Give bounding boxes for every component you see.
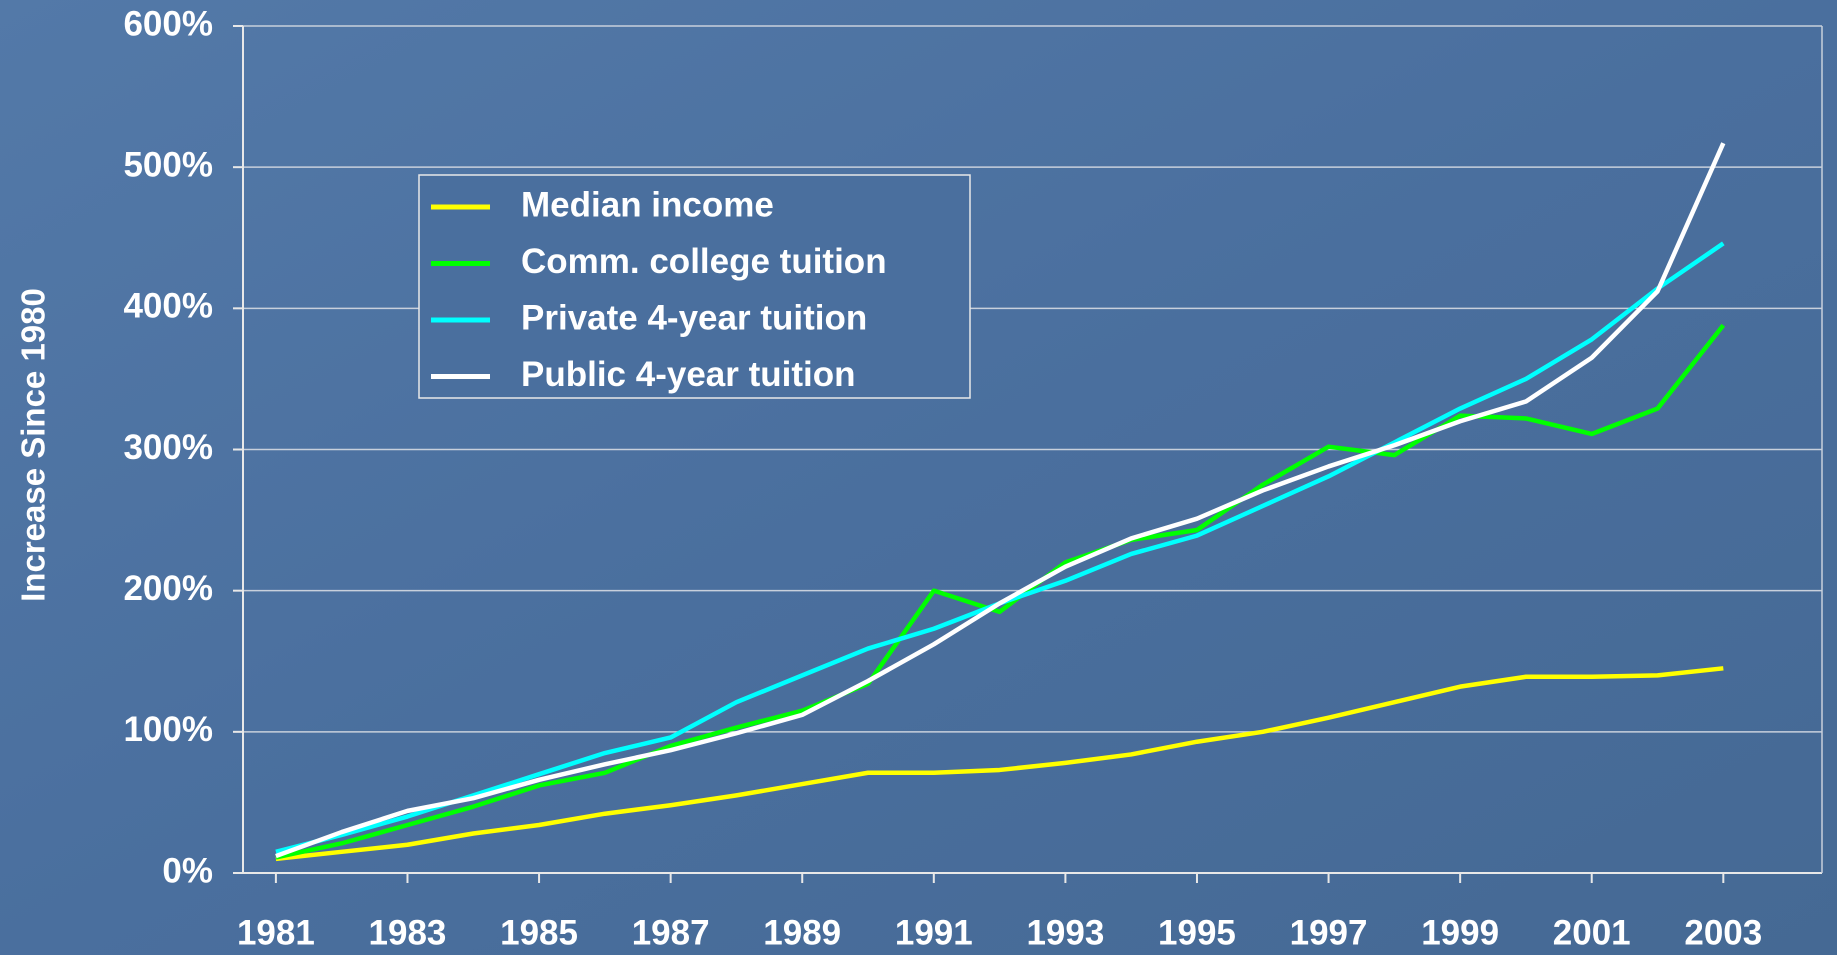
y-tick-label: 100% [123, 710, 213, 749]
legend-label: Public 4-year tuition [521, 355, 856, 394]
x-tick-label: 1983 [369, 913, 447, 952]
x-tick-label: 2001 [1553, 913, 1631, 952]
series-line [275, 666, 1724, 862]
x-tick-label: 1981 [237, 913, 315, 952]
legend-label: Comm. college tuition [521, 242, 887, 281]
x-tick-label: 1987 [632, 913, 710, 952]
y-tick-label: 500% [123, 145, 213, 184]
legend-label: Median income [521, 185, 774, 224]
x-tick-label: 1989 [763, 913, 841, 952]
y-tick-label: 600% [123, 4, 213, 43]
x-tick-label: 1997 [1290, 913, 1368, 952]
y-tick-label: 400% [123, 287, 213, 326]
series-line [275, 142, 1726, 859]
legend-box [418, 174, 971, 399]
x-tick-label: 1995 [1158, 913, 1236, 952]
x-tick-label: 1993 [1026, 913, 1104, 952]
y-tick-label: 0% [162, 851, 213, 890]
x-tick-label: 1991 [895, 913, 973, 952]
y-tick-label: 200% [123, 569, 213, 608]
y-axis-label: Increase Since 1980 [15, 288, 52, 602]
x-tick-label: 1999 [1421, 913, 1499, 952]
x-tick-label: 2003 [1684, 913, 1762, 952]
y-tick-label: 300% [123, 428, 213, 467]
x-tick-label: 1985 [500, 913, 578, 952]
legend-label: Private 4-year tuition [521, 298, 867, 337]
